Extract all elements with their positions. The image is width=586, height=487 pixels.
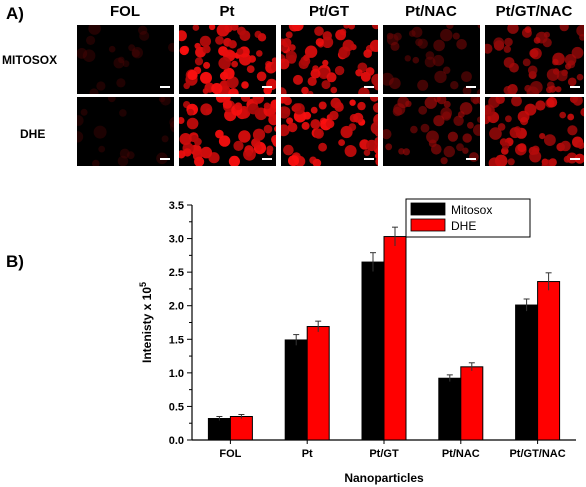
bar-mitosox-pt-nac: [438, 377, 462, 441]
micrograph-dhe-pt-nac: [383, 97, 480, 166]
bar-dhe-fol: [229, 416, 253, 441]
micrograph-mitosox-fol: [77, 25, 174, 94]
bar-dhe-pt: [306, 326, 330, 441]
micrograph-dhe-pt: [179, 97, 276, 166]
scale-bar: [466, 86, 476, 88]
bar-mitosox-fol: [207, 418, 231, 441]
x-tick-label: Pt/GT/NAC: [509, 448, 565, 460]
y-axis-label: Intenisty x 105: [138, 282, 154, 363]
micrograph-dhe-fol: [77, 97, 174, 166]
scale-bar: [160, 86, 170, 88]
scale-bar: [466, 158, 476, 160]
x-tick-label: Pt: [302, 448, 313, 460]
bar-dhe-pt-nac: [460, 366, 484, 441]
column-header-fol: FOL: [110, 3, 140, 20]
scale-bar: [262, 158, 272, 160]
panel-b-label: B): [6, 252, 24, 271]
bar-dhe-pt-gt-nac: [537, 281, 561, 441]
micrograph-mitosox-pt-nac: [383, 25, 480, 94]
y-tick-label: 0.0: [169, 435, 184, 447]
column-header-pt-nac: Pt/NAC: [405, 3, 457, 20]
legend-swatch-dhe: [410, 218, 446, 232]
row-label-mitosox: MITOSOX: [2, 53, 58, 67]
micrograph-mitosox-pt-gt: [281, 25, 378, 94]
legend-label-dhe: DHE: [451, 219, 476, 233]
y-tick-label: 3.5: [169, 200, 184, 212]
y-tick-label: 0.5: [169, 401, 184, 413]
x-tick-label: Pt/GT: [369, 448, 399, 460]
y-axis-label-main: Intenisty x 10: [140, 287, 154, 363]
column-header-pt-gt-nac: Pt/GT/NAC: [495, 3, 573, 20]
micrograph-dhe-pt-gt: [281, 97, 378, 166]
legend-label-mitosox: Mitosox: [451, 203, 492, 217]
micrograph-mitosox-pt: [179, 25, 276, 94]
scale-bar: [364, 86, 374, 88]
legend-swatch-mitosox: [410, 202, 446, 216]
y-axis-label-exponent: 5: [138, 282, 148, 287]
scale-bar: [160, 158, 170, 160]
y-tick-label: 2.5: [169, 267, 184, 279]
chart-labels: 0.0 0.5 1.0 1.5 2.0 2.5 3.0 3.5 FOL Pt Pt/GT Pt/NAC…: [138, 200, 566, 485]
x-tick-label: Pt/NAC: [442, 448, 480, 460]
panel-a-label: A): [6, 4, 24, 23]
y-tick-label: 1.0: [169, 368, 184, 380]
scale-bar: [364, 158, 374, 160]
y-tick-label: 2.0: [169, 301, 184, 313]
column-header-pt-gt: Pt/GT: [309, 3, 349, 20]
scale-bar: [262, 86, 272, 88]
bar-mitosox-pt-gt-nac: [515, 304, 539, 441]
y-tick-label: 3.0: [169, 234, 184, 246]
row-label-dhe: DHE: [20, 127, 46, 141]
column-header-pt: Pt: [219, 3, 235, 20]
micrograph-mitosox-pt-gt-nac: [485, 25, 584, 94]
micrograph-dhe-pt-gt-nac: [485, 97, 584, 166]
legend: Mitosox DHE: [405, 198, 531, 238]
bar-mitosox-pt: [284, 339, 308, 441]
y-tick-label: 1.5: [169, 334, 184, 346]
x-tick-label: FOL: [219, 448, 241, 460]
scale-bar: [570, 158, 580, 160]
chart-bars: Mitosox DHE: [207, 198, 561, 441]
scale-bar: [570, 86, 580, 88]
bar-dhe-pt-gt: [383, 236, 407, 441]
x-axis-label: Nanoparticles: [344, 471, 424, 485]
bar-mitosox-pt-gt: [361, 261, 385, 441]
